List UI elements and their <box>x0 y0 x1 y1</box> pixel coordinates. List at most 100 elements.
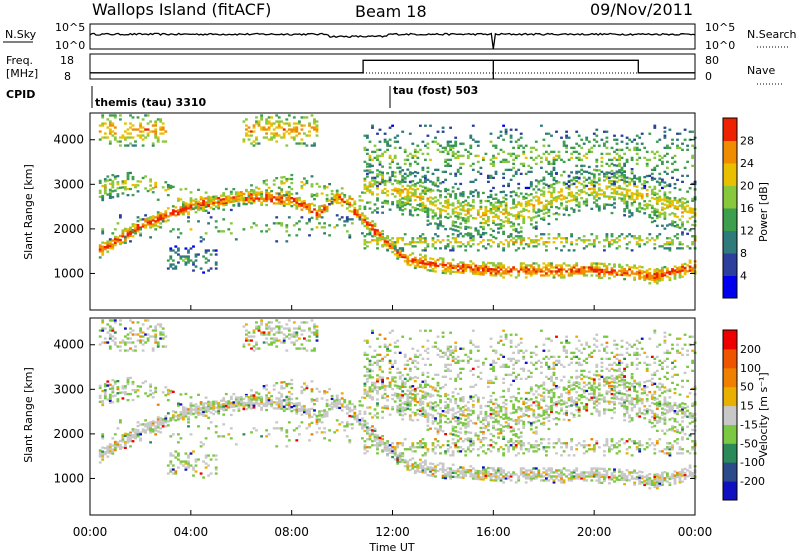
power-cell <box>343 220 347 223</box>
power-cell <box>547 160 551 163</box>
power-cell <box>577 144 581 147</box>
velocity-cell <box>156 343 160 346</box>
power-cell <box>497 199 500 202</box>
velocity-cell <box>252 402 256 405</box>
velocity-cell <box>285 445 289 448</box>
velocity-cell <box>159 421 163 424</box>
power-cell <box>597 177 601 180</box>
power-cell <box>469 152 473 155</box>
power-cell <box>681 233 684 236</box>
power-cell <box>368 154 372 157</box>
power-cell <box>262 128 266 131</box>
power-cell <box>446 204 450 208</box>
power-cell <box>625 136 629 139</box>
power-cell <box>270 116 273 119</box>
freq-ytick-bottom: 8 <box>64 70 71 83</box>
power-cell <box>144 214 147 217</box>
velocity-cell <box>245 404 248 407</box>
power-cell <box>424 258 427 261</box>
power-cell <box>144 226 147 229</box>
power-cell <box>658 197 662 200</box>
velocity-cell <box>323 431 326 434</box>
power-cell <box>487 267 490 271</box>
power-cell <box>446 152 450 155</box>
velocity-cell <box>298 337 301 340</box>
power-cell <box>592 243 596 246</box>
velocity-cell <box>219 405 223 408</box>
power-cell <box>630 170 634 173</box>
power-cell <box>597 268 601 271</box>
power-cell <box>451 212 455 215</box>
power-cell <box>459 265 463 268</box>
power-cell <box>661 178 664 181</box>
power-cell <box>361 220 364 223</box>
power-cell <box>401 249 405 252</box>
velocity-cell <box>242 433 246 436</box>
velocity-cell <box>224 392 228 396</box>
power-cell <box>519 204 523 207</box>
power-cell <box>522 195 526 198</box>
power-cell <box>663 181 667 184</box>
power-cell <box>396 181 400 185</box>
power-cell <box>338 201 342 205</box>
power-cell <box>509 270 513 273</box>
power-cell <box>497 227 500 230</box>
power-cell <box>156 219 160 222</box>
power-cell <box>426 215 430 218</box>
power-cell <box>426 134 430 137</box>
power-cell <box>426 170 430 173</box>
power-cell <box>555 200 558 203</box>
power-cell <box>131 177 135 181</box>
power-cell <box>620 269 624 273</box>
velocity-cell <box>194 464 198 467</box>
power-cell <box>144 128 147 131</box>
power-cell <box>638 176 642 179</box>
power-cell <box>431 172 435 175</box>
power-cell <box>484 263 488 266</box>
power-cell <box>338 195 342 199</box>
power-cell <box>154 224 158 227</box>
power-cell <box>610 158 614 161</box>
power-cell <box>421 195 425 198</box>
power-cell <box>204 257 208 260</box>
power-cell <box>361 214 364 217</box>
power-cell <box>292 126 296 129</box>
power-cell <box>272 134 276 137</box>
power-cell <box>149 180 152 183</box>
velocity-cell <box>131 333 135 336</box>
velocity-cell <box>250 431 253 434</box>
power-cell <box>562 140 566 143</box>
power-cell <box>645 269 649 272</box>
power-cell <box>555 237 558 240</box>
power-cell <box>562 142 566 145</box>
power-cell <box>227 201 231 204</box>
power-cell <box>368 171 372 174</box>
power-cell <box>376 173 379 176</box>
velocity-cell <box>285 429 289 432</box>
power-cell <box>237 193 241 196</box>
power-cell <box>635 209 639 212</box>
power-cell <box>129 171 132 175</box>
power-cell <box>124 241 127 244</box>
power-cell <box>419 196 422 200</box>
power-cell <box>678 146 682 149</box>
power-cell <box>159 214 163 217</box>
power-cell <box>101 198 105 202</box>
power-cell <box>474 264 478 267</box>
velocity-cell <box>361 404 364 407</box>
power-cell <box>550 174 553 177</box>
velocity-cell <box>295 439 299 442</box>
power-cell <box>209 198 213 201</box>
power-cell <box>623 182 626 185</box>
velocity-cell <box>121 341 125 344</box>
power-cell <box>108 182 112 185</box>
power-cell <box>466 196 470 199</box>
power-cell <box>587 187 591 191</box>
power-cell <box>275 196 279 199</box>
power-cell <box>358 195 362 198</box>
velocity-cell <box>108 397 112 400</box>
velocity-cell <box>187 412 190 415</box>
power-cell <box>466 208 470 211</box>
power-cell <box>139 232 142 235</box>
power-cell <box>436 227 440 230</box>
